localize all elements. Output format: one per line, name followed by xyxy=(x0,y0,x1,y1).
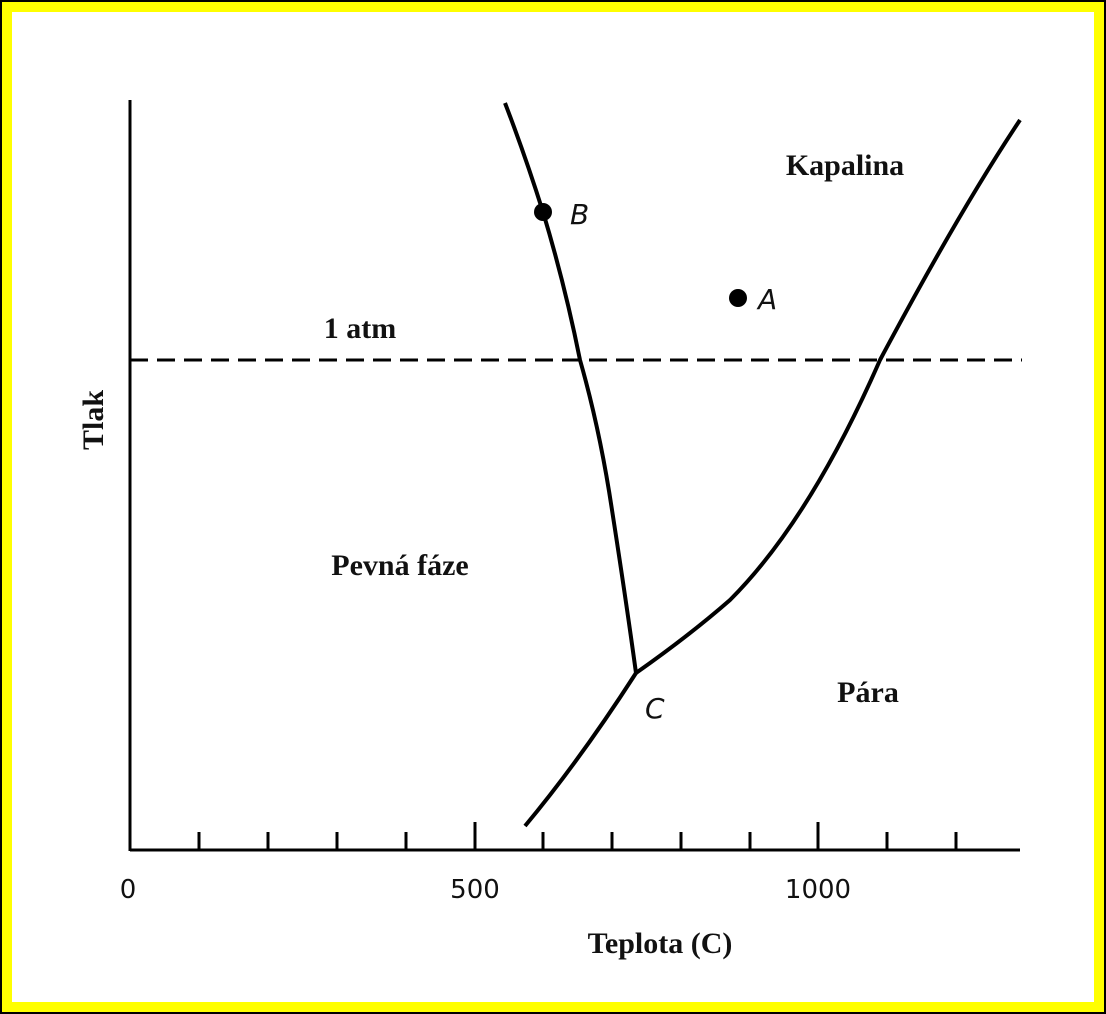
x-tick-label: 1000 xyxy=(785,875,851,905)
pressure-label: 1 atm xyxy=(324,312,396,345)
vapor-label: Pára xyxy=(837,676,899,709)
point-c-label: C xyxy=(645,692,665,725)
liquid-label: Kapalina xyxy=(786,149,904,182)
sublimation-curve xyxy=(523,671,638,828)
x-tick-label: 500 xyxy=(450,875,500,905)
canvas xyxy=(12,12,1094,1002)
phase-curves xyxy=(503,102,1022,828)
axes xyxy=(128,100,1020,852)
melting-curve xyxy=(503,102,638,674)
x-axis-label: Teplota (C) xyxy=(588,927,733,960)
point-b-label: B xyxy=(570,198,589,231)
point-b xyxy=(534,203,552,221)
point-a-label: A xyxy=(756,283,777,316)
boiling-curve xyxy=(634,118,1022,675)
x-ticks xyxy=(197,822,958,850)
y-axis-label: Tlak xyxy=(77,390,110,450)
x-tick-label: 0 xyxy=(120,875,137,905)
point-a xyxy=(729,289,747,307)
solid-label: Pevná fáze xyxy=(331,549,468,582)
